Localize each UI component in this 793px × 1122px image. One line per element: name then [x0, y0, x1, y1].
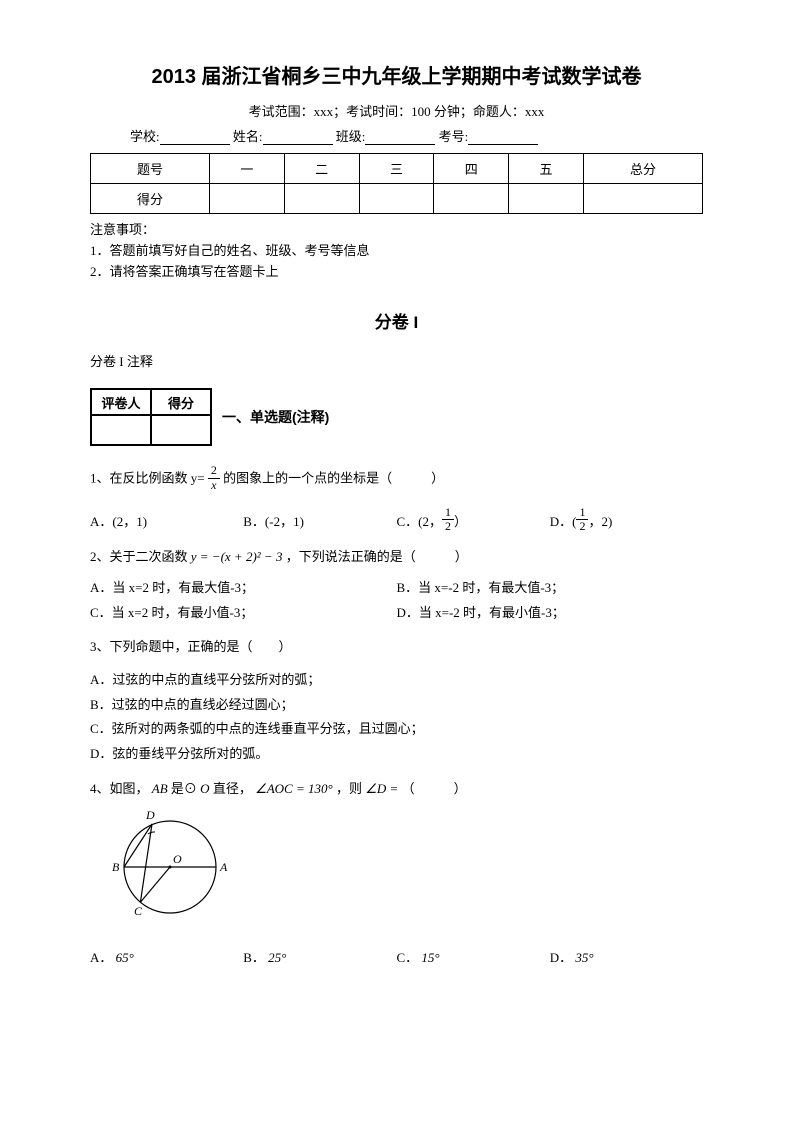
- score-row-label: 得分: [91, 184, 210, 214]
- grader-table: 评卷人 得分: [90, 388, 212, 446]
- notes-head: 注意事项：: [90, 220, 703, 241]
- q1-options: A．(2，1) B．(-2，1) C．(2， 1 2 ） D．( 1 2 ，2): [90, 508, 703, 535]
- q1-opt-c-post: ）: [454, 510, 467, 535]
- q1-opt-d-frac: 1 2: [576, 506, 588, 533]
- q4-post: （ ）: [402, 781, 467, 796]
- exam-title: 2013 届浙江省桐乡三中九年级上学期期中考试数学试卷: [90, 60, 703, 89]
- notes-2: 2．请将答案正确填写在答题卡上: [90, 262, 703, 283]
- q2-opt-c: C．当 x=2 时，有最小值-3；: [90, 601, 397, 626]
- label-D: D: [145, 808, 155, 822]
- score-col-3: 三: [359, 154, 434, 184]
- label-class: 班级:: [336, 129, 366, 144]
- blank-id[interactable]: [468, 131, 538, 145]
- question-3: 3、下列命题中，正确的是（ ）: [90, 635, 703, 660]
- q4-opt-d: D．: [550, 946, 572, 971]
- q4-options: A． 65° B． 25° C． 15° D． 35°: [90, 946, 703, 971]
- part-title: 一、单选题(注释): [222, 407, 329, 427]
- q4-opt-c-val: 15°: [421, 946, 439, 971]
- score-col-2: 二: [284, 154, 359, 184]
- q1-opt-d-pre: D．(: [550, 510, 577, 535]
- grader-cell[interactable]: [91, 415, 151, 445]
- q4-mid3: ，则: [336, 781, 365, 796]
- exam-info: 考试范围：xxx；考试时间：100 分钟；命题人：xxx: [90, 101, 703, 120]
- q1-pre: 1、在反比例函数 y=: [90, 471, 205, 486]
- notes-1: 1．答题前填写好自己的姓名、班级、考号等信息: [90, 241, 703, 262]
- q1-post: 的图象上的一个点的坐标是（ ）: [223, 471, 444, 486]
- q2-opt-b: B．当 x=-2 时，有最大值-3；: [397, 576, 704, 601]
- question-4: 4、如图， AB 是⊙ O 直径， ∠AOC = 130° ，则 ∠D = （ …: [90, 777, 703, 802]
- q1-opt-c-pre: C．(2，: [397, 510, 443, 535]
- q4-o: O: [200, 781, 209, 796]
- q2-opt-d: D．当 x=-2 时，有最小值-3；: [397, 601, 704, 626]
- label-C: C: [134, 904, 143, 918]
- q1-frac-num: 2: [208, 464, 220, 478]
- notes-block: 注意事项： 1．答题前填写好自己的姓名、班级、考号等信息 2．请将答案正确填写在…: [90, 220, 703, 282]
- score-col-4: 四: [434, 154, 509, 184]
- q4-angD: ∠D =: [365, 781, 398, 796]
- q1-frac-den: x: [208, 479, 220, 492]
- q4-opt-c: C．: [397, 946, 419, 971]
- score-cell[interactable]: [359, 184, 434, 214]
- score-col-1: 一: [209, 154, 284, 184]
- q4-ab: AB: [152, 781, 168, 796]
- label-O: O: [173, 852, 182, 866]
- q3-opt-a: A．过弦的中点的直线平分弦所对的弧；: [90, 668, 703, 693]
- q1-opt-d-post: ，2): [588, 510, 612, 535]
- q3-opt-d: D．弦的垂线平分弦所对的弧。: [90, 742, 703, 767]
- label-name: 姓名:: [233, 129, 263, 144]
- blank-school[interactable]: [160, 131, 230, 145]
- score-col-label: 题号: [91, 154, 210, 184]
- q2-post: ，下列说法正确的是（ ）: [286, 549, 468, 564]
- q4-opt-a-val: 65°: [116, 946, 134, 971]
- question-2: 2、关于二次函数 y = −(x + 2)² − 3 ，下列说法正确的是（ ）: [90, 545, 703, 570]
- grader-cell[interactable]: [151, 415, 211, 445]
- q3-opt-c: C．弦所对的两条弧的中点的连线垂直平分弦，且过圆心；: [90, 717, 703, 742]
- circle-diagram: A B C D O: [100, 807, 703, 932]
- label-A: A: [219, 860, 228, 874]
- score-col-total: 总分: [583, 154, 702, 184]
- blank-name[interactable]: [263, 131, 333, 145]
- q3-options: A．过弦的中点的直线平分弦所对的弧； B．过弦的中点的直线必经过圆心； C．弦所…: [90, 668, 703, 767]
- q4-opt-d-val: 35°: [575, 946, 593, 971]
- q4-aoc: ∠AOC = 130°: [255, 781, 333, 796]
- label-school: 学校:: [130, 129, 160, 144]
- q2-opt-a: A．当 x=2 时，有最大值-3；: [90, 576, 397, 601]
- q2-options: A．当 x=2 时，有最大值-3； B．当 x=-2 时，有最大值-3； C．当…: [90, 576, 703, 625]
- sub-note: 分卷 I 注释: [90, 351, 703, 370]
- q1-opt-a: A．(2，1): [90, 510, 147, 535]
- q1-fraction: 2 x: [208, 464, 220, 491]
- grader-row: 评卷人 得分 一、单选题(注释): [90, 388, 703, 446]
- q3-opt-b: B．过弦的中点的直线必经过圆心；: [90, 693, 703, 718]
- grader-col-1: 评卷人: [91, 389, 151, 415]
- score-col-5: 五: [509, 154, 584, 184]
- question-1: 1、在反比例函数 y= 2 x 的图象上的一个点的坐标是（ ）: [90, 466, 703, 493]
- q4-mid1: 是⊙: [171, 781, 197, 796]
- q4-opt-b: B．: [243, 946, 265, 971]
- q4-opt-b-val: 25°: [268, 946, 286, 971]
- score-table: 题号 一 二 三 四 五 总分 得分: [90, 153, 703, 214]
- label-id: 考号:: [439, 129, 469, 144]
- grader-col-2: 得分: [151, 389, 211, 415]
- q4-mid2: 直径，: [213, 781, 252, 796]
- score-cell[interactable]: [434, 184, 509, 214]
- blank-class[interactable]: [365, 131, 435, 145]
- score-cell[interactable]: [284, 184, 359, 214]
- score-cell[interactable]: [509, 184, 584, 214]
- label-B: B: [112, 860, 120, 874]
- q1-opt-c-frac: 1 2: [442, 506, 454, 533]
- q1-opt-b: B．(-2，1): [243, 510, 304, 535]
- student-info-row: 学校: 姓名: 班级: 考号:: [90, 126, 703, 145]
- q4-opt-a: A．: [90, 946, 112, 971]
- section-title: 分卷 I: [90, 308, 703, 333]
- q2-pre: 2、关于二次函数: [90, 549, 191, 564]
- score-cell[interactable]: [583, 184, 702, 214]
- score-cell[interactable]: [209, 184, 284, 214]
- q4-pre: 4、如图，: [90, 781, 149, 796]
- q2-expr: y = −(x + 2)² − 3: [191, 549, 283, 564]
